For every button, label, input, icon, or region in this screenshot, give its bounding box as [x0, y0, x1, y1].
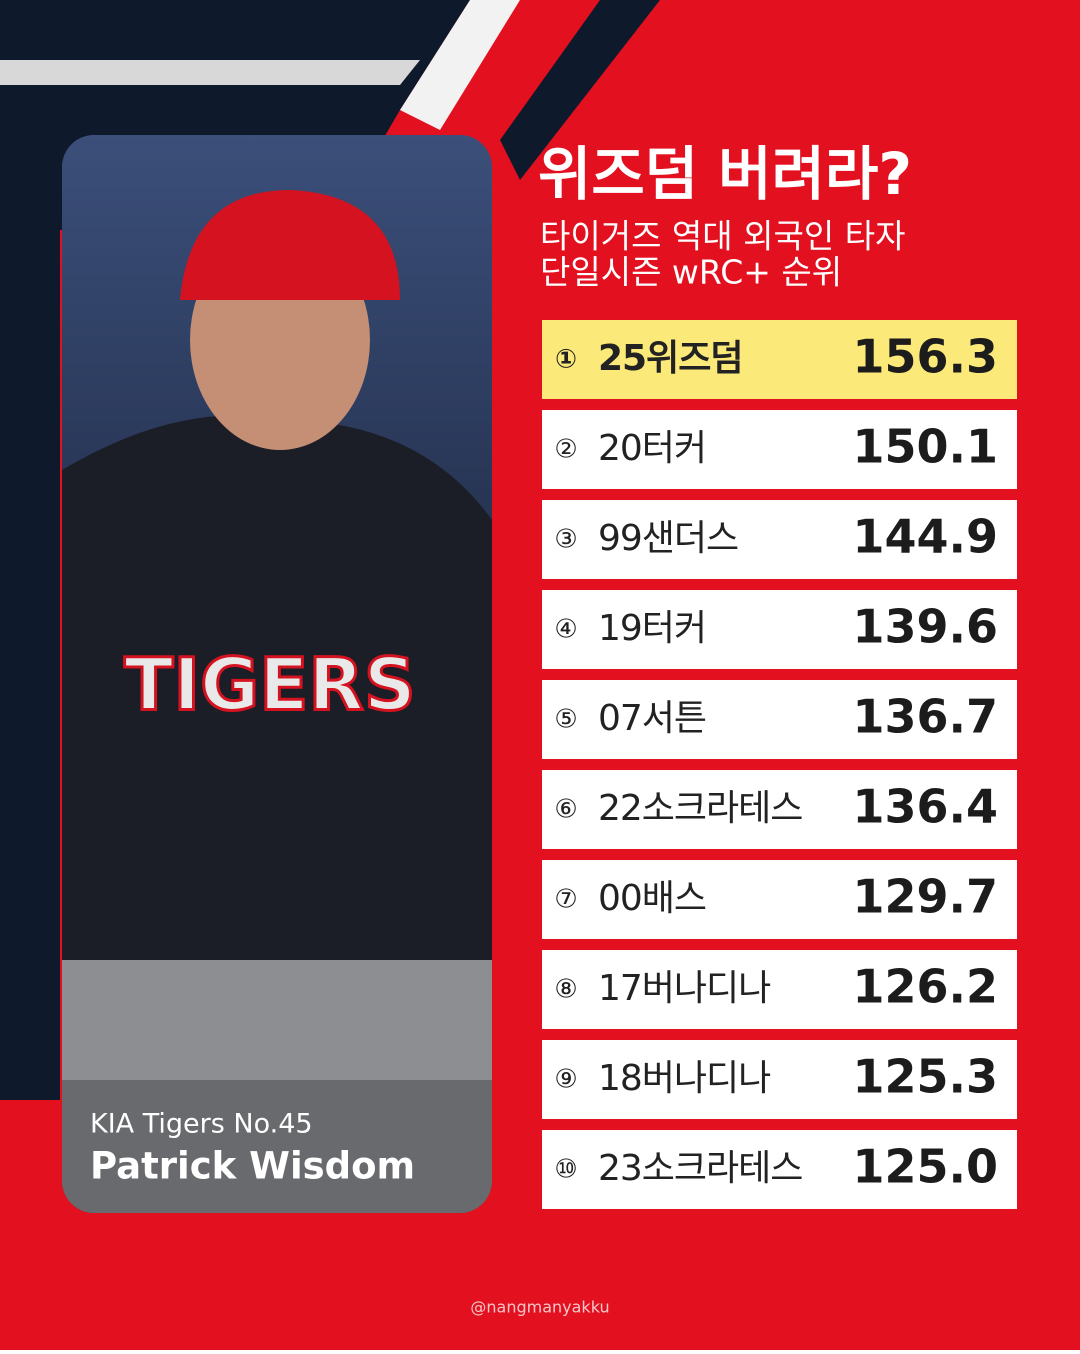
subtitle: 타이거즈 역대 외국인 타자: [540, 217, 905, 256]
rank: ⑥: [554, 795, 577, 825]
wrc-value: 136.7: [852, 690, 998, 744]
wrc-value: 139.6: [852, 600, 998, 654]
title: 위즈덤 버려라?: [538, 140, 912, 208]
jersey: [62, 415, 492, 960]
wrc-value: 144.9: [852, 510, 998, 564]
wrc-value: 125.3: [852, 1050, 998, 1104]
player: 22소크라테스: [598, 788, 802, 829]
stripe-dark: [0, 0, 470, 110]
rank: ①: [555, 345, 577, 375]
player: 19터커: [598, 608, 706, 649]
rank: ④: [554, 615, 577, 645]
stripe-white: [400, 0, 520, 130]
helmet: [180, 190, 400, 300]
row-bg: [542, 410, 1017, 489]
stripe-white: [0, 60, 420, 85]
rank: ⑩: [554, 1155, 577, 1185]
row-bg: [542, 320, 1017, 399]
player: 99샌더스: [598, 518, 738, 559]
player: 18버나디나: [598, 1058, 770, 1099]
photo-caption: KIA Tigers No.45: [90, 1109, 313, 1140]
wrc-value: 136.4: [852, 780, 998, 834]
footer: @nangmanyakku: [470, 1298, 609, 1317]
wrc-value: 125.0: [852, 1140, 998, 1194]
rank: ③: [554, 525, 577, 555]
row-bg: [542, 860, 1017, 939]
row-bg: [542, 500, 1017, 579]
rank: ⑤: [554, 705, 577, 735]
rank: ⑦: [554, 885, 577, 915]
rank: ⑧: [554, 975, 577, 1005]
photo-name: Patrick Wisdom: [90, 1145, 415, 1188]
row-bg: [542, 590, 1017, 669]
player: 07서튼: [598, 698, 706, 739]
jersey-text: TIGERS: [124, 643, 415, 727]
row-bg: [542, 1040, 1017, 1119]
caption-shade: [62, 1080, 492, 1213]
wrc-value: 126.2: [852, 960, 998, 1014]
photo: TIGERS: [62, 135, 492, 1213]
player: 00배스: [598, 878, 706, 919]
row-bg: [542, 1130, 1017, 1209]
row-bg: [542, 770, 1017, 849]
player: 20터커: [598, 428, 706, 469]
row-bg: [542, 950, 1017, 1029]
pants: [62, 960, 492, 1213]
wrc-value: 129.7: [852, 870, 998, 924]
ranking-table: ① 25위즈덤 156.3 ② 20터커 150.1 ③ 99샌더스 144.9 ④ 19터커 139…: [542, 320, 1017, 1209]
player: 23소크라테스: [598, 1148, 802, 1189]
player: 25위즈덤: [598, 338, 742, 379]
stripe-dark: [0, 230, 60, 1100]
rank: ⑨: [554, 1065, 577, 1095]
wrc-value: 156.3: [852, 330, 998, 384]
stripe-dark: [500, 0, 660, 180]
rank: ②: [554, 435, 577, 465]
row-bg: [542, 680, 1017, 759]
wrc-value: 150.1: [852, 420, 998, 474]
subtitle: 단일시즌 wRC+ 순위: [540, 253, 842, 292]
player: 17버나디나: [598, 968, 770, 1009]
